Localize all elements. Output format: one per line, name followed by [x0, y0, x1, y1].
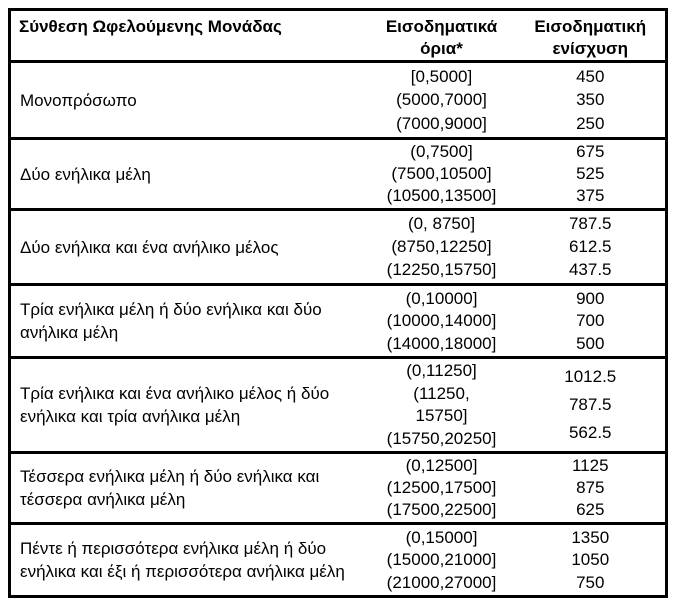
income-limit: 15750]	[415, 406, 468, 426]
income-limits-cell: (0,7500] (7500,10500] (10500,13500]	[368, 139, 516, 210]
income-support-amount: 900	[576, 288, 605, 308]
composition-cell: Δύο ενήλικα μέλη	[10, 139, 368, 210]
header-income-limits-line1: Εισοδηματικά	[385, 17, 498, 36]
income-limit: (10000,14000]	[386, 311, 497, 330]
income-support-amount: 450	[576, 66, 605, 86]
income-support-cell: 1012.5 787.5 562.5	[516, 358, 667, 453]
composition-text: ενήλικα και έξι ή περισσότερα ανήλικα μέ…	[20, 562, 345, 581]
composition-text: ανήλικα μέλη	[20, 323, 119, 342]
income-support-amount: 675	[576, 142, 605, 161]
income-support-amount: 612.5	[568, 237, 612, 256]
income-limits-cell: (0,10000] (10000,14000] (14000,18000]	[368, 285, 516, 358]
table-row: Δύο ενήλικα μέλη (0,7500] (7500,10500] (…	[9, 138, 667, 210]
income-limits-cell: (0,12500] (12500,17500] (17500,22500]	[368, 453, 516, 524]
composition-text: Δύο ενήλικα μέλη	[20, 164, 151, 184]
income-support-amount: 750	[576, 572, 605, 592]
header-income-limits-line2: όρια*	[420, 39, 463, 58]
income-limit: (0,12500]	[405, 456, 478, 475]
composition-text: Μονοπρόσωπο	[20, 90, 137, 110]
income-support-table: Σύνθεση Ωφελούμενης Μονάδας Εισοδηματικά…	[8, 8, 668, 598]
income-limit: (7500,10500]	[391, 164, 492, 183]
table-row: Μονοπρόσωπο [0,5000] (5000,7000] (7000,9…	[9, 61, 667, 139]
composition-cell: Δύο ενήλικα και ένα ανήλικο μέλος	[10, 210, 368, 285]
composition-cell: Τρία ενήλικα και ένα ανήλικο μέλος ή δύο…	[10, 358, 368, 453]
composition-text: Δύο ενήλικα και ένα ανήλικο μέλος	[20, 237, 279, 257]
income-support-amount: 875	[576, 478, 605, 497]
income-limits-cell: (0,15000] (15000,21000] (21000,27000]	[368, 524, 516, 597]
income-support-amount: 787.5	[568, 395, 612, 414]
income-limit: (0,10000]	[405, 288, 478, 308]
income-limit: (0, 8750]	[407, 214, 476, 233]
composition-cell: Τέσσερα ενήλικα μέλη ή δύο ενήλικα και τ…	[10, 453, 368, 524]
composition-text: τέσσερα ανήλικα μέλη	[20, 490, 186, 509]
income-limit: (12500,17500]	[386, 478, 497, 497]
income-support-amount: 1125	[571, 456, 609, 475]
income-limit: (0,7500]	[410, 142, 473, 161]
income-limits-cell: [0,5000] (5000,7000] (7000,9000]	[368, 62, 516, 139]
income-limit: (7000,9000]	[396, 113, 487, 133]
income-support-amount: 1050	[571, 550, 610, 569]
income-limit: (5000,7000]	[396, 90, 487, 109]
income-limit: (0,15000]	[405, 527, 478, 547]
income-support-cell: 900 700 500	[516, 285, 667, 358]
header-row: Σύνθεση Ωφελούμενης Μονάδας Εισοδηματικά…	[10, 10, 667, 62]
header-income-support-line2: ενίσχυση	[552, 39, 629, 58]
composition-cell: Τρία ενήλικα μέλη ή δύο ενήλικα και δύο …	[10, 285, 368, 358]
composition-text: ενήλικα και τρία ανήλικα μέλη	[20, 407, 241, 426]
income-limit: (15000,21000]	[386, 550, 497, 569]
income-support-amount: 1350	[571, 527, 610, 547]
income-limit: (17500,22500]	[386, 500, 497, 519]
income-limit: (14000,18000]	[386, 333, 497, 353]
composition-text: Τέσσερα ενήλικα μέλη ή δύο ενήλικα και	[20, 467, 320, 486]
income-support-amount: 562.5	[568, 423, 612, 442]
income-limit: [0,5000]	[410, 66, 473, 86]
income-limit: (12250,15750]	[386, 260, 497, 279]
composition-cell: Μονοπρόσωπο	[10, 62, 368, 139]
table-row: Τρία ενήλικα και ένα ανήλικο μέλος ή δύο…	[9, 357, 667, 453]
income-support-cell: 675 525 375	[516, 139, 667, 210]
table-row: Τέσσερα ενήλικα μέλη ή δύο ενήλικα και τ…	[9, 452, 667, 524]
income-limits-cell: (0, 8750] (8750,12250] (12250,15750]	[368, 210, 516, 285]
income-support-amount: 525	[576, 164, 605, 183]
header-income-limits: Εισοδηματικά όρια*	[368, 10, 516, 62]
income-support-amount: 350	[576, 90, 605, 109]
composition-cell: Πέντε ή περισσότερα ενήλικα μέλη ή δύο ε…	[10, 524, 368, 597]
composition-text: Τρία ενήλικα μέλη ή δύο ενήλικα και δύο	[20, 300, 322, 319]
income-support-amount: 787.5	[568, 214, 612, 233]
income-limit: (21000,27000]	[386, 572, 497, 592]
table-row: Πέντε ή περισσότερα ενήλικα μέλη ή δύο ε…	[9, 523, 667, 597]
income-limit: (8750,12250]	[391, 237, 492, 256]
income-limit: (15750,20250]	[386, 428, 497, 448]
income-support-amount: 1012.5	[564, 367, 617, 386]
income-support-amount: 700	[576, 311, 605, 330]
income-limits-cell: (0,11250] (11250, 15750] (15750,20250]	[368, 358, 516, 453]
income-support-cell: 1350 1050 750	[516, 524, 667, 597]
income-support-cell: 1125 875 625	[516, 453, 667, 524]
income-limit: (0,11250]	[406, 361, 477, 381]
income-support-amount: 250	[576, 113, 605, 133]
income-support-amount: 500	[576, 333, 605, 353]
income-support-cell: 450 350 250	[516, 62, 667, 139]
income-support-amount: 625	[576, 500, 605, 519]
document-page: Σύνθεση Ωφελούμενης Μονάδας Εισοδηματικά…	[8, 8, 668, 598]
income-limit: (11250,	[413, 383, 470, 403]
income-support-amount: 375	[576, 186, 605, 205]
header-composition: Σύνθεση Ωφελούμενης Μονάδας	[19, 17, 282, 36]
header-income-support: Εισοδηματική ενίσχυση	[516, 10, 667, 62]
table-row: Δύο ενήλικα και ένα ανήλικο μέλος (0, 87…	[9, 209, 667, 285]
header-income-support-line1: Εισοδηματική	[534, 17, 647, 36]
income-support-amount: 437.5	[568, 260, 612, 279]
table-row: Τρία ενήλικα μέλη ή δύο ενήλικα και δύο …	[9, 284, 667, 358]
income-limit: (10500,13500]	[386, 186, 497, 205]
composition-text: Τρία ενήλικα και ένα ανήλικο μέλος ή δύο	[20, 384, 330, 403]
composition-text: Πέντε ή περισσότερα ενήλικα μέλη ή δύο	[20, 539, 327, 558]
income-support-cell: 787.5 612.5 437.5	[516, 210, 667, 285]
